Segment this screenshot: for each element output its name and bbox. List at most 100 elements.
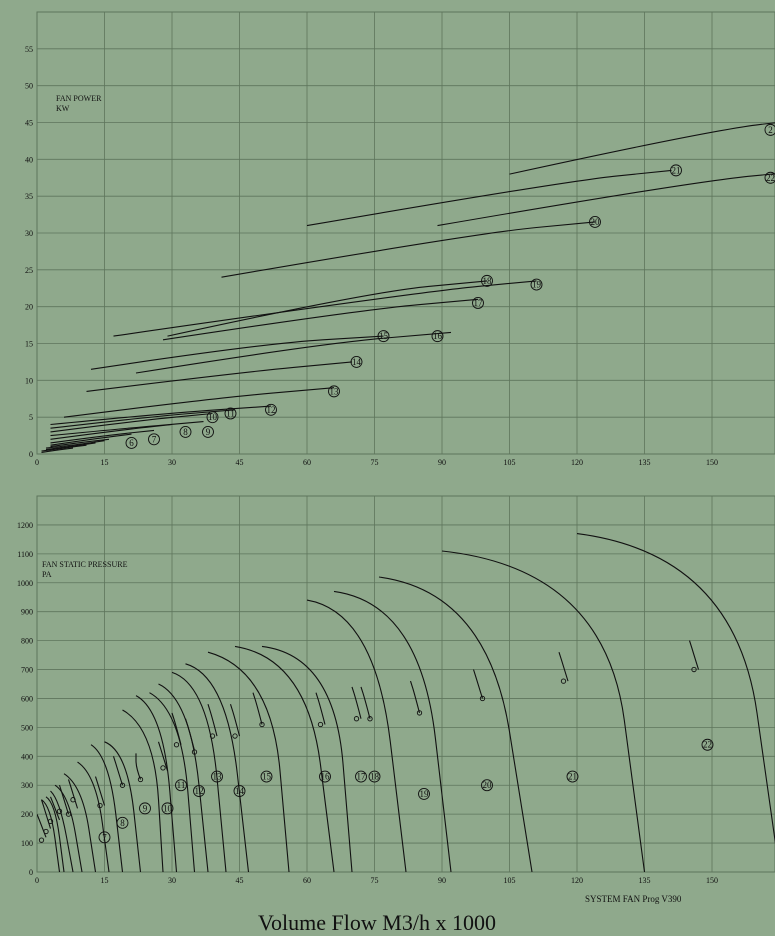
pressure-y-tick-label: 500 [21, 723, 33, 732]
power-series-line [135, 331, 452, 374]
power-y-tick-label: 35 [25, 192, 33, 201]
power-series-line [45, 442, 96, 451]
pressure-marker-label: 12 [195, 786, 204, 796]
pressure-operating-point [56, 808, 63, 814]
pressure-marker-label: 7 [102, 832, 107, 842]
pressure-operating-point [65, 811, 72, 817]
pressure-y-tick-label: 1200 [17, 521, 33, 530]
pressure-marker-circle [193, 785, 205, 797]
power-x-tick-label: 60 [303, 458, 311, 467]
power-series-line [50, 429, 155, 444]
pressure-x-tick-label: 135 [639, 876, 651, 885]
pressure-marker-circle [211, 770, 223, 783]
power-series-line [41, 447, 74, 454]
power-marker-label: 21 [672, 165, 681, 175]
pressure-y-tick-label: 600 [21, 694, 33, 703]
power-series-line [50, 405, 272, 426]
pressure-system-curve [184, 718, 196, 751]
power-series-line [50, 421, 204, 437]
pressure-marker-label: 19 [420, 789, 430, 799]
power-marker-circle [764, 123, 775, 136]
pressure-system-curve [472, 669, 484, 699]
pressure-y-tick-label: 700 [21, 666, 33, 675]
power-marker-circle [481, 274, 493, 287]
power-x-tick-label: 45 [236, 458, 244, 467]
pressure-system-curve [157, 741, 169, 771]
pressure-fan-curve [50, 790, 74, 872]
pressure-x-tick-label: 0 [35, 876, 39, 885]
pressure-operating-point [160, 765, 166, 771]
pressure-marker-circle [418, 787, 430, 800]
pressure-fan-curve [122, 709, 164, 872]
pressure-system-curve [207, 704, 218, 737]
pressure-operating-point [119, 782, 126, 788]
power-marker-label: 11 [226, 408, 235, 418]
power-marker-circle [431, 330, 444, 343]
power-marker-circle [530, 278, 543, 291]
pressure-marker-circle [161, 802, 174, 815]
pressure-y-tick-label: 800 [21, 637, 33, 646]
pressure-plot-area: 7 8 9 10 11 12 13 14 15 16 17 18 19 20 21 22 [37, 533, 775, 872]
power-marker-circle [670, 164, 682, 177]
pressure-fan-curve [207, 651, 290, 872]
pressure-x-tick-label: 75 [371, 876, 379, 885]
pressure-marker-label: 16 [321, 772, 331, 782]
pressure-system-curve [112, 756, 124, 786]
pressure-system-curve [315, 692, 326, 725]
power-marker-label: 14 [352, 357, 362, 367]
power-marker-circle [148, 433, 160, 446]
pressure-marker-label: 15 [262, 772, 272, 782]
pressure-system-curve [94, 776, 106, 806]
pressure-marker-circle [481, 779, 493, 792]
pressure-marker-label: 21 [568, 772, 577, 782]
power-y-tick-label: 5 [29, 413, 33, 422]
power-series-line [113, 280, 537, 337]
power-x-tick-label: 15 [101, 458, 109, 467]
pressure-fan-curve [90, 744, 124, 872]
power-marker-label: 8 [183, 427, 188, 437]
pressure-marker-label: 17 [357, 772, 367, 782]
power-marker-circle [179, 425, 192, 438]
pressure-y-tick-label: 200 [21, 810, 33, 819]
power-x-tick-label: 150 [706, 458, 718, 467]
power-marker-circle [224, 407, 237, 420]
pressure-y-tick-label: 0 [29, 868, 33, 877]
x-axis-title: Volume Flow M3/h x 1000 [258, 910, 496, 935]
power-y-tick-label: 25 [25, 266, 33, 275]
power-series-line [167, 280, 488, 337]
pressure-marker-label: 20 [483, 780, 493, 790]
power-marker-label: 22 [766, 173, 775, 183]
pressure-x-tick-label: 150 [706, 876, 718, 885]
pressure-marker-label: 18 [370, 772, 380, 782]
power-series-line [162, 298, 479, 341]
power-series-line [41, 444, 87, 452]
power-x-tick-label: 120 [571, 458, 583, 467]
pressure-x-tick-label: 60 [303, 876, 311, 885]
pressure-operating-point [317, 721, 324, 728]
power-marker-circle [589, 215, 601, 228]
pressure-fan-curve [378, 576, 533, 872]
power-marker-circle [328, 385, 340, 398]
power-marker-circle [377, 330, 390, 343]
pressure-operating-point [191, 749, 198, 755]
power-series-line [86, 361, 353, 392]
power-marker-circle [764, 171, 775, 184]
pressure-fan-curve [104, 741, 142, 872]
pressure-marker-circle [116, 816, 129, 829]
power-y-tick-label: 30 [25, 229, 33, 238]
power-y-tick-label: 20 [25, 303, 33, 312]
pressure-operating-point [691, 666, 697, 673]
pressure-fan-curve [333, 590, 452, 872]
pressure-operating-point [416, 710, 423, 716]
power-x-tick-label: 90 [438, 458, 446, 467]
power-marker-label: 20 [591, 217, 601, 227]
power-marker-label: 18 [483, 276, 493, 286]
power-series-line [437, 173, 775, 227]
power-y-tick-label: 0 [29, 450, 33, 459]
power-marker-label: 17 [474, 298, 484, 308]
power-series-line [50, 412, 213, 433]
pressure-fan-curve [185, 663, 250, 872]
